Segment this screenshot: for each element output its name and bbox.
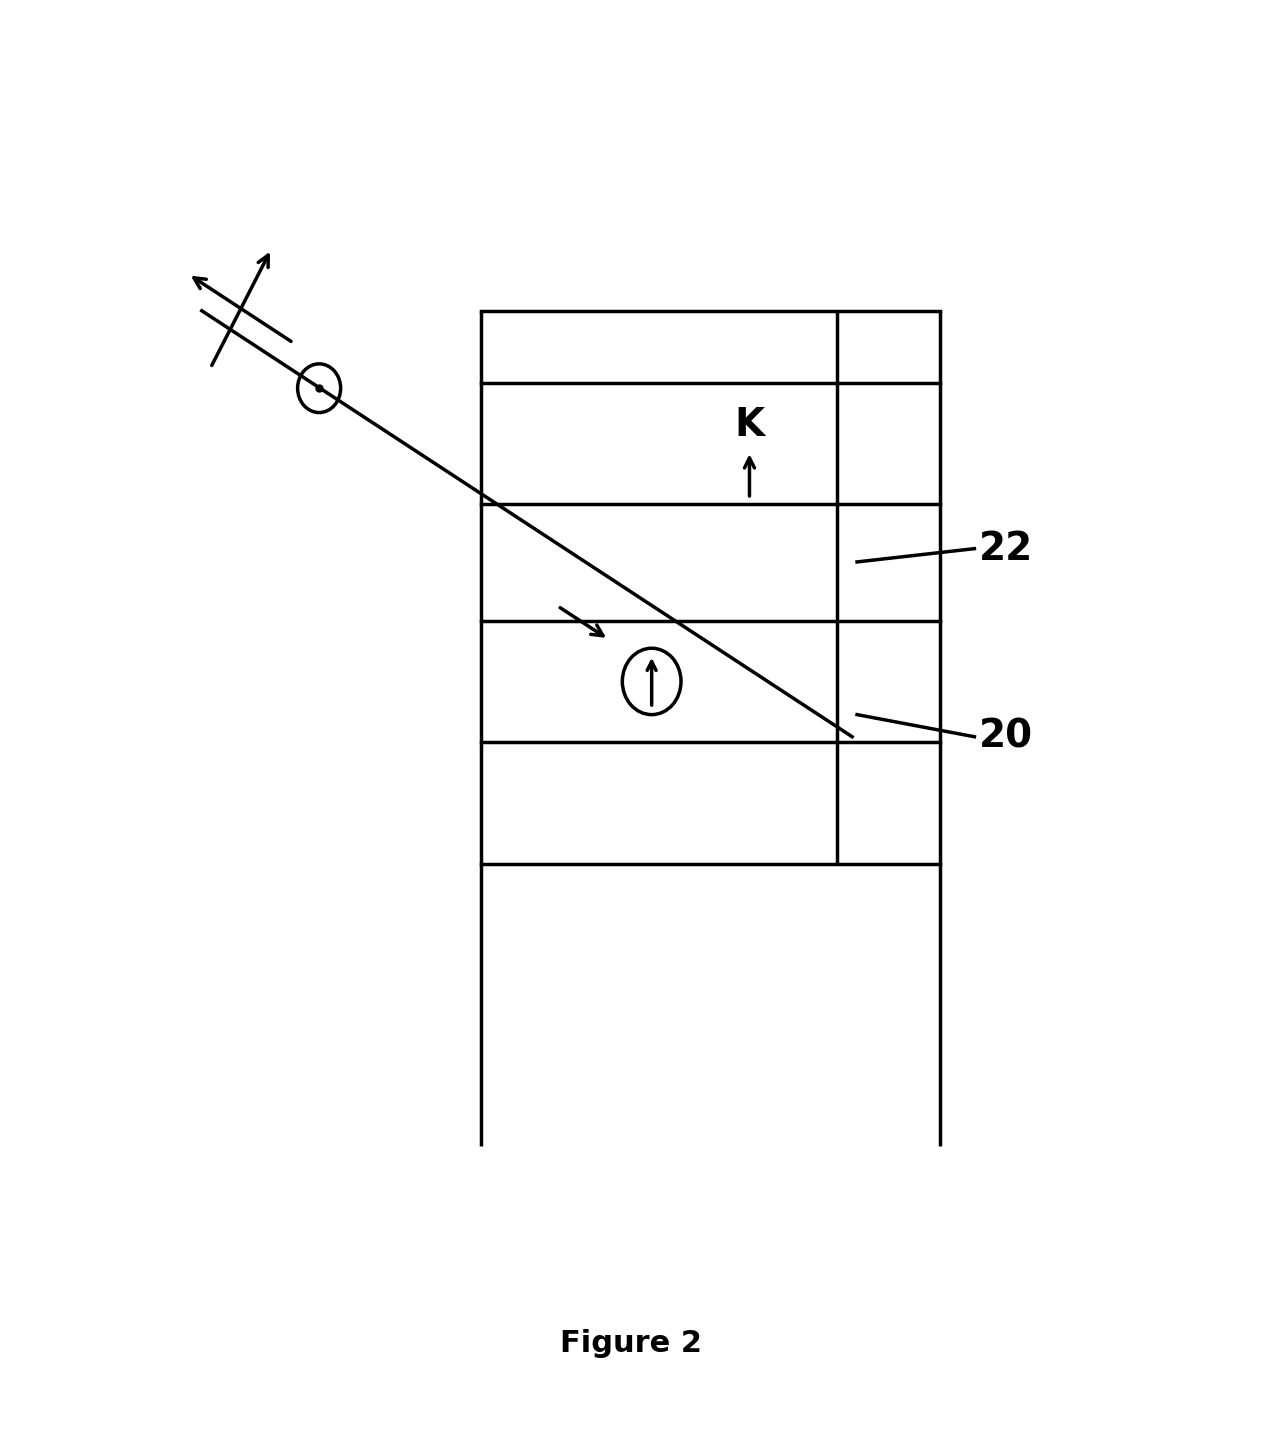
Text: K: K [734, 405, 765, 444]
Text: Figure 2: Figure 2 [560, 1329, 702, 1358]
Text: 20: 20 [979, 717, 1034, 756]
Text: 22: 22 [979, 530, 1034, 568]
